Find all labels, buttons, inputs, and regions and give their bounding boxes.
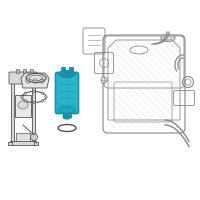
Circle shape <box>41 100 44 102</box>
FancyBboxPatch shape <box>9 72 37 84</box>
FancyBboxPatch shape <box>56 72 78 114</box>
Circle shape <box>101 77 107 83</box>
Circle shape <box>21 96 23 98</box>
Circle shape <box>30 134 38 140</box>
Circle shape <box>33 90 35 93</box>
Ellipse shape <box>63 115 71 119</box>
Ellipse shape <box>161 34 175 42</box>
Ellipse shape <box>58 71 76 77</box>
Bar <box>63 111 71 117</box>
Polygon shape <box>21 73 49 88</box>
Bar <box>8 142 12 145</box>
Ellipse shape <box>58 107 76 113</box>
Bar <box>16 133 30 141</box>
Ellipse shape <box>18 101 28 109</box>
Bar <box>11 79 14 141</box>
Bar <box>32 79 35 141</box>
Bar <box>15 95 31 117</box>
Bar <box>23 69 26 73</box>
Bar <box>69 67 73 72</box>
Circle shape <box>33 101 35 104</box>
Bar <box>34 142 38 145</box>
FancyBboxPatch shape <box>10 141 36 145</box>
Circle shape <box>41 92 44 94</box>
Circle shape <box>24 92 27 94</box>
Bar <box>61 67 65 72</box>
Circle shape <box>24 100 27 102</box>
Circle shape <box>45 96 47 98</box>
Bar <box>30 69 33 73</box>
Bar <box>16 69 19 73</box>
